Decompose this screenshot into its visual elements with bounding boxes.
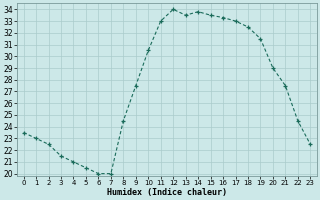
X-axis label: Humidex (Indice chaleur): Humidex (Indice chaleur) (107, 188, 227, 197)
